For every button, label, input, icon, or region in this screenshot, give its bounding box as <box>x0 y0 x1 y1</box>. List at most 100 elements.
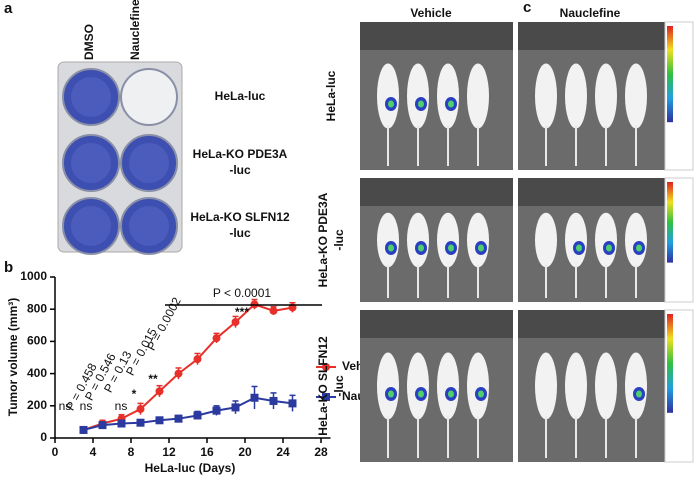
significance: ** <box>148 372 158 386</box>
point <box>136 405 145 414</box>
well-stain <box>71 143 111 183</box>
row-label: -luc <box>332 229 346 251</box>
row-label: -luc <box>229 163 251 177</box>
x-tick-label: 24 <box>276 445 290 459</box>
signal-core <box>478 390 484 398</box>
y-axis-title: Tumor volume (mm³) <box>6 298 20 416</box>
point <box>288 399 297 408</box>
signal-core <box>418 100 424 108</box>
mouse <box>467 63 489 129</box>
mouse <box>625 352 647 420</box>
point <box>79 425 88 434</box>
column-label: Vehicle <box>410 6 452 20</box>
row-label: -luc <box>229 226 251 240</box>
signal-core <box>636 244 642 252</box>
mouse <box>625 212 647 268</box>
signal-core <box>388 244 394 252</box>
signal-core <box>606 244 612 252</box>
point <box>269 396 278 405</box>
mouse <box>407 63 429 129</box>
row-label: HeLa-luc <box>324 70 338 121</box>
mouse <box>407 352 429 420</box>
imaging-rack <box>518 178 665 206</box>
mouse <box>467 352 489 420</box>
point <box>155 387 164 396</box>
signal-core <box>418 244 424 252</box>
mouse <box>437 352 459 420</box>
column-label: DMSO <box>82 24 96 60</box>
y-tick-label: 200 <box>27 398 47 412</box>
color-scale <box>667 182 673 263</box>
mouse <box>437 212 459 268</box>
row-label: HeLa-KO PDE3A <box>316 192 330 287</box>
signal-core <box>448 100 454 108</box>
y-tick-label: 600 <box>27 334 47 348</box>
row-label: HeLa-KO SLFN12 <box>190 210 290 224</box>
mouse <box>625 63 647 129</box>
mouse <box>565 352 587 420</box>
color-scale <box>667 26 673 123</box>
y-tick-label: 800 <box>27 301 47 315</box>
imaging-rack <box>518 310 665 338</box>
mouse <box>437 63 459 129</box>
scale-panel <box>664 21 694 171</box>
legend-marker <box>322 393 330 401</box>
well <box>120 68 178 126</box>
x-tick-label: 8 <box>128 445 135 459</box>
mouse <box>535 63 557 129</box>
well-stain <box>71 206 111 246</box>
well-stain <box>129 206 169 246</box>
row-label: HeLa-KO SLFN12 <box>316 336 330 436</box>
point <box>231 403 240 412</box>
signal-core <box>418 390 424 398</box>
point <box>193 355 202 364</box>
row-label: HeLa-luc <box>215 89 266 103</box>
well-stain <box>71 77 111 117</box>
y-tick-label: 0 <box>40 430 47 444</box>
point <box>212 334 221 343</box>
column-label: Nauclefine <box>560 6 621 20</box>
mouse <box>535 352 557 420</box>
mouse <box>535 212 557 268</box>
point <box>212 406 221 415</box>
panel-label: b <box>4 259 13 276</box>
x-tick-label: 20 <box>238 445 252 459</box>
x-tick-label: 4 <box>90 445 97 459</box>
p-value: P = 0.0002 <box>144 295 184 353</box>
mouse <box>407 212 429 268</box>
x-tick-label: 12 <box>162 445 176 459</box>
x-tick-label: 16 <box>200 445 214 459</box>
signal-core <box>388 100 394 108</box>
mouse <box>467 212 489 268</box>
panel-label: a <box>4 0 13 17</box>
signal-core <box>478 244 484 252</box>
signal-core <box>636 390 642 398</box>
mouse <box>565 212 587 268</box>
mouse <box>377 352 399 420</box>
signal-core <box>448 244 454 252</box>
point <box>117 419 126 428</box>
scale-panel <box>664 309 694 463</box>
mouse <box>595 212 617 268</box>
imaging-rack <box>360 22 513 50</box>
signal-core <box>388 390 394 398</box>
well-stain <box>129 143 169 183</box>
point <box>231 318 240 327</box>
mouse <box>377 63 399 129</box>
point <box>174 414 183 423</box>
imaging-rack <box>518 22 665 50</box>
mouse <box>595 63 617 129</box>
imaging-rack <box>360 178 513 206</box>
column-label: Nauclefine <box>128 0 142 60</box>
significance: ns <box>59 399 72 413</box>
point <box>193 411 202 420</box>
mouse <box>377 212 399 268</box>
significance: * <box>132 387 137 401</box>
point <box>155 416 164 425</box>
significance: ns <box>80 399 93 413</box>
x-tick-label: 28 <box>314 445 328 459</box>
x-tick-label: 0 <box>52 445 59 459</box>
panel-label: c <box>523 0 531 16</box>
row-label: -luc <box>332 375 346 397</box>
